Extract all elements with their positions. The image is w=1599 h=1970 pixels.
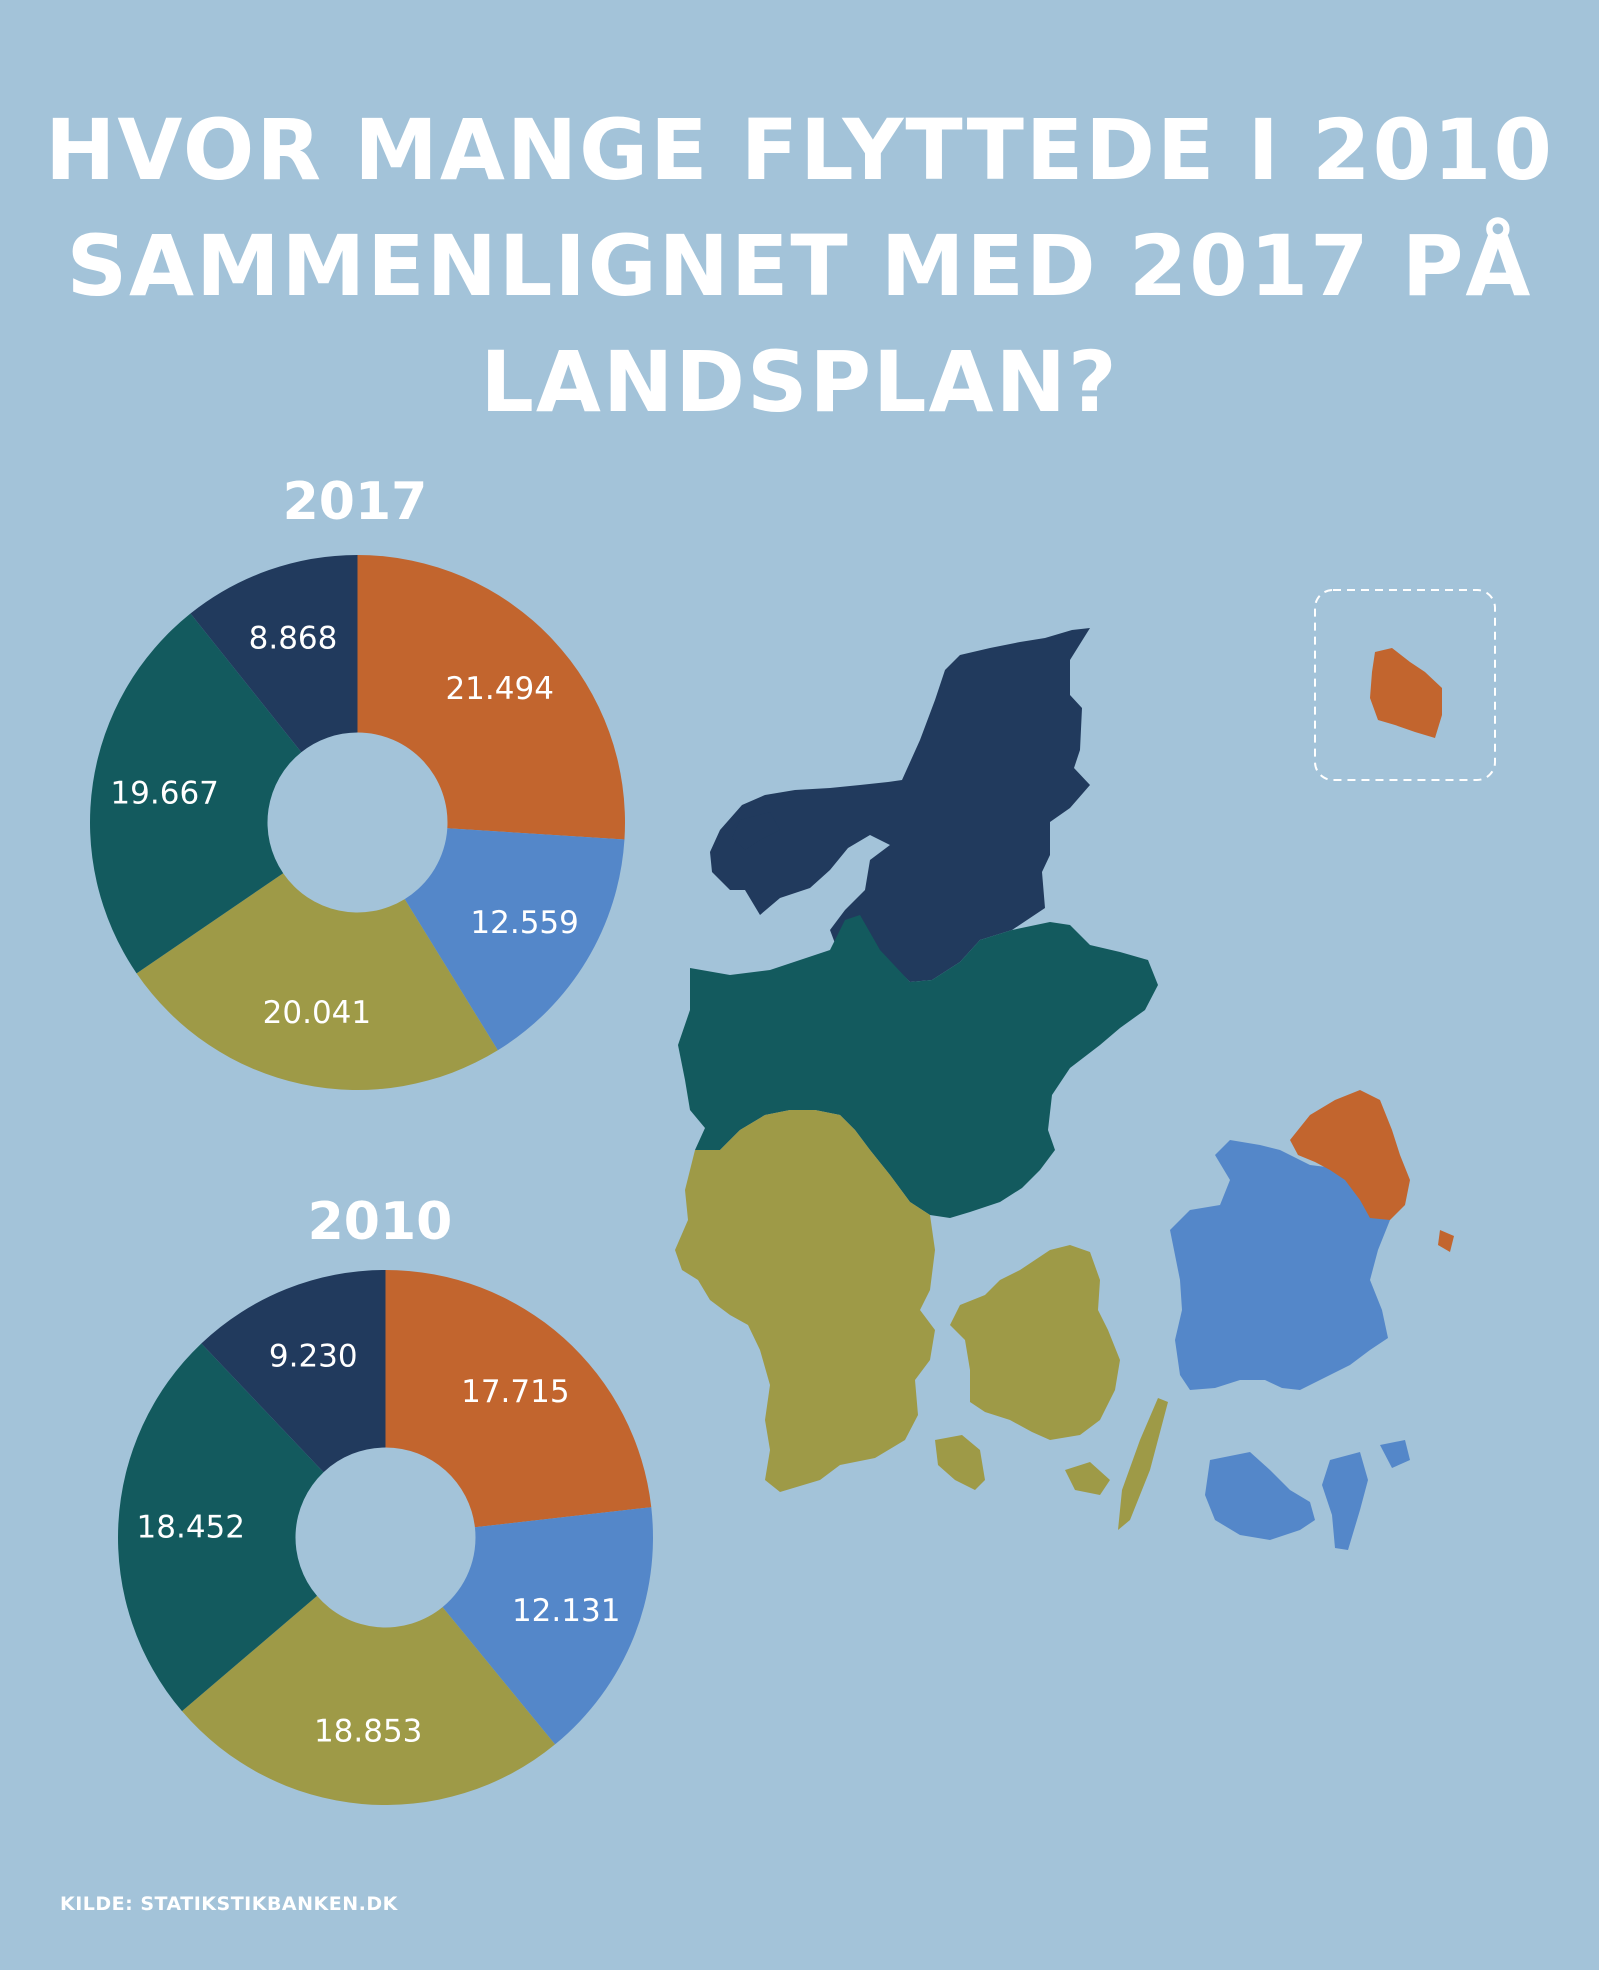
denmark-regions-map (675, 589, 1496, 1550)
title-line-3: LANDSPLAN? (480, 333, 1119, 431)
pie-chart-2017: 21.494 12.559 20.041 19.667 8.868 (89, 555, 625, 1090)
pie-2017-label-1: 12.559 (470, 905, 578, 941)
title-line-1: HVOR MANGE FLYTTEDE I 2010 (45, 101, 1554, 199)
pie-2017-slice-1 (404, 828, 625, 1051)
region-sjaelland-falster (1322, 1452, 1368, 1550)
region-hovedstaden-bornholm (1370, 648, 1442, 738)
pie-2017-slice-3 (89, 613, 302, 974)
region-syddanmark-fyn (950, 1245, 1120, 1440)
page-title: HVOR MANGE FLYTTEDE I 2010 SAMMENLIGNET … (0, 92, 1599, 440)
title-line-2: SAMMENLIGNET MED 2017 PÅ (66, 217, 1533, 315)
pie-2017-slice-4 (190, 555, 358, 753)
region-nordjylland-inlet (732, 812, 780, 850)
pie-2010-title: 2010 (307, 1192, 453, 1252)
pie-2017-label-3: 19.667 (110, 776, 218, 812)
pie-2010-slice-0 (385, 1270, 652, 1528)
pie-2010-label-2: 18.853 (314, 1714, 422, 1750)
pie-2017-label-4: 8.868 (249, 620, 338, 656)
region-sjaelland-moen (1380, 1440, 1410, 1468)
pie-2010-slice-1 (442, 1507, 653, 1745)
bornholm-inset-frame (1314, 589, 1496, 781)
region-syddanmark-taasinge (1065, 1462, 1110, 1495)
region-nordjylland (710, 628, 1090, 982)
region-midtjylland (678, 915, 1158, 1218)
pie-2010-label-0: 17.715 (461, 1374, 569, 1410)
pie-2017-title: 2017 (282, 472, 428, 532)
pie-2017-label-2: 20.041 (263, 995, 371, 1031)
source-caption: KILDE: STATIKSTIKBANKEN.DK (60, 1893, 398, 1915)
region-syddanmark-als (935, 1435, 985, 1490)
region-hovedstaden (1290, 1090, 1410, 1220)
region-sjaelland (1170, 1140, 1390, 1390)
pie-2017-slice-0 (357, 555, 625, 840)
pie-2017-slice-2 (136, 873, 498, 1090)
pie-2010-label-1: 12.131 (512, 1593, 620, 1629)
pie-2017-label-0: 21.494 (445, 671, 553, 707)
region-hovedstaden-saltholm (1438, 1230, 1454, 1252)
pie-2010-slice-4 (201, 1270, 386, 1473)
pie-chart-2010: 17.715 12.131 18.853 18.452 9.230 (117, 1270, 653, 1805)
pie-2010-label-3: 18.452 (137, 1509, 245, 1545)
pie-2010-label-4: 9.230 (269, 1338, 358, 1374)
pie-2010-slice-3 (117, 1343, 324, 1712)
region-syddanmark-langeland (1118, 1398, 1168, 1530)
pie-2010-slice-2 (182, 1595, 556, 1805)
region-syddanmark-jylland (675, 1110, 935, 1492)
region-sjaelland-sydhavsoer (1205, 1452, 1315, 1540)
